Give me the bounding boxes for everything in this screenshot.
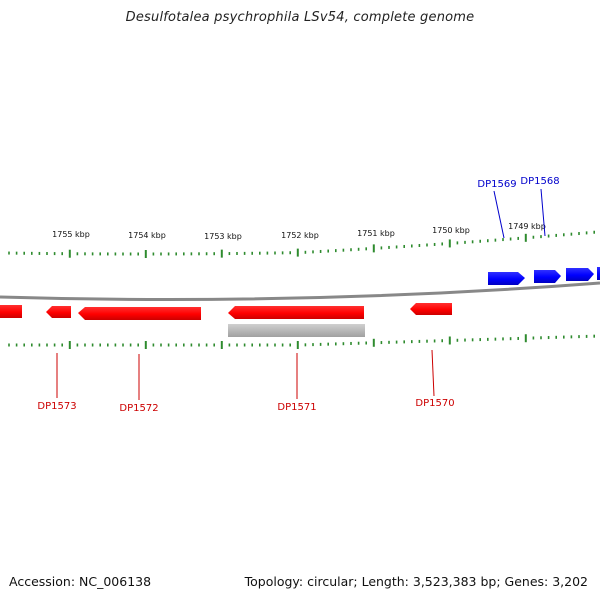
kbp-label-1749: 1749 kbp xyxy=(508,222,546,231)
kbp-label-1754: 1754 kbp xyxy=(128,231,166,240)
gray-feature-bar[interactable] xyxy=(228,324,365,337)
leader-line-DP1569 xyxy=(493,190,505,239)
gene-label-DP1571[interactable]: DP1571 xyxy=(277,402,316,413)
gene-arrow-DP1572[interactable] xyxy=(78,307,201,320)
gene-arrow-blue-3[interactable] xyxy=(566,268,594,281)
gene-arrow-partial-left[interactable] xyxy=(0,305,22,318)
kbp-label-1755: 1755 kbp xyxy=(52,230,90,239)
gene-arrow-DP1568[interactable] xyxy=(534,270,561,283)
lower-tick-row xyxy=(8,334,596,349)
kbp-label-1750: 1750 kbp xyxy=(432,226,470,235)
upper-tick-row xyxy=(8,230,596,258)
gene-label-DP1568[interactable]: DP1568 xyxy=(520,176,559,187)
gene-arrow-DP1570[interactable] xyxy=(410,303,452,315)
gene-arrow-blue-partial[interactable] xyxy=(597,267,600,280)
kbp-label-1753: 1753 kbp xyxy=(204,232,242,241)
gene-arrow-DP1569[interactable] xyxy=(488,272,525,285)
kbp-label-1751: 1751 kbp xyxy=(357,229,395,238)
leader-line-DP1570 xyxy=(431,349,435,397)
genome-title: Desulfotalea psychrophila LSv54, complet… xyxy=(125,10,475,25)
gene-label-DP1572[interactable]: DP1572 xyxy=(119,403,158,414)
leader-line-DP1568 xyxy=(540,188,546,237)
kbp-label-1752: 1752 kbp xyxy=(281,231,319,240)
gene-label-DP1573[interactable]: DP1573 xyxy=(37,401,76,412)
accession-text: Accession: NC_006138 xyxy=(9,574,152,589)
gene-label-DP1570[interactable]: DP1570 xyxy=(415,398,454,409)
gene-arrow-DP1573[interactable] xyxy=(46,306,71,318)
gene-arrow-DP1571[interactable] xyxy=(228,306,364,319)
genome-summary-text: Topology: circular; Length: 3,523,383 bp… xyxy=(244,574,588,589)
gene-label-DP1569[interactable]: DP1569 xyxy=(477,179,516,190)
genome-backbone xyxy=(0,281,600,302)
